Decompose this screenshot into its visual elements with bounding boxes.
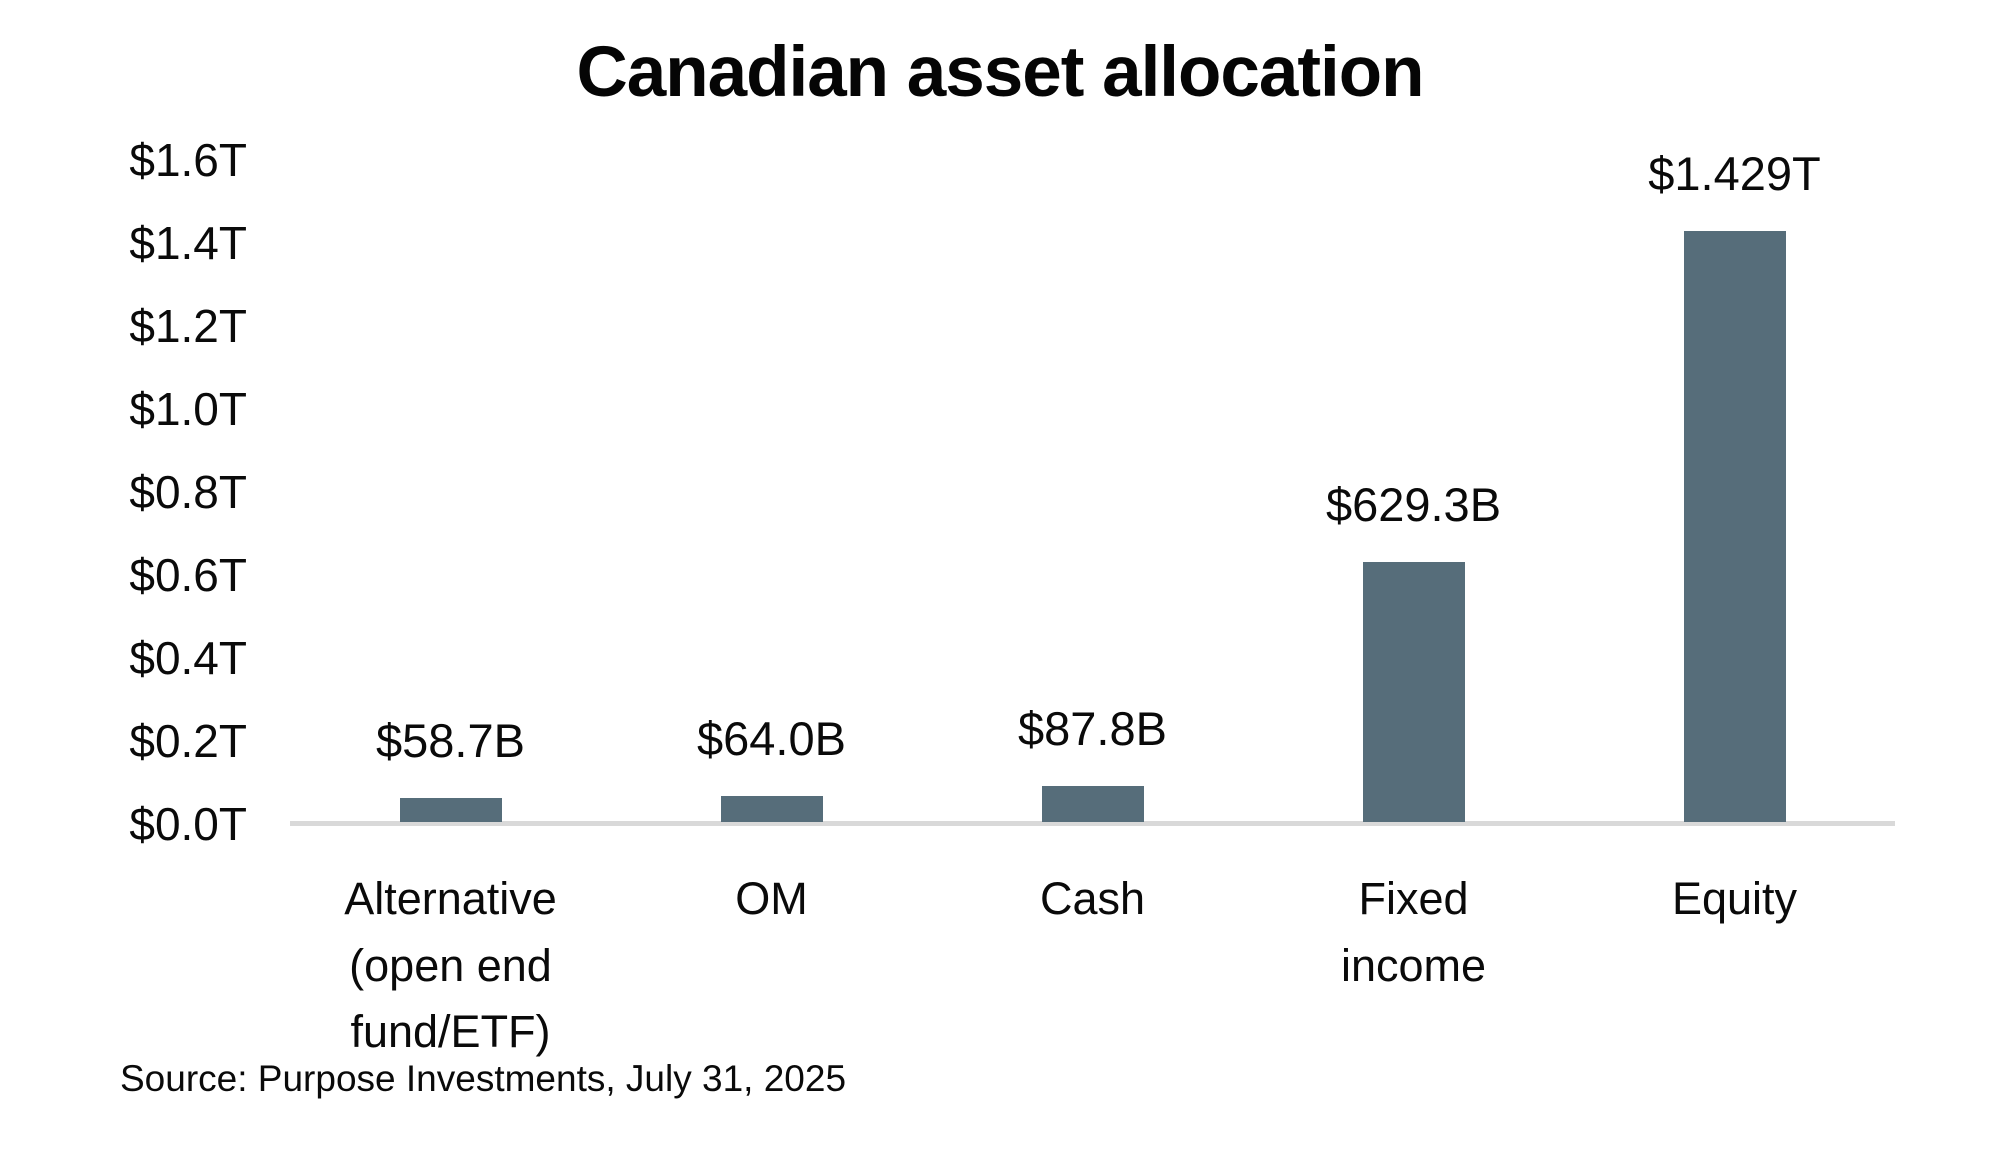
y-axis: $1.6T $1.4T $1.2T $1.0T $0.8T $0.6T $0.4T $0.2T… — [0, 0, 247, 1171]
y-tick-label: $0.8T — [129, 466, 247, 518]
bar-value-label: $64.0B — [697, 712, 846, 765]
x-category-label: Fixed income — [1253, 866, 1574, 999]
x-category-label: OM — [611, 866, 932, 933]
bar-value-label: $629.3B — [1325, 478, 1502, 531]
y-tick-label: $0.4T — [129, 632, 247, 684]
y-tick-label: $1.2T — [129, 300, 247, 352]
x-category-text: Cash — [1039, 873, 1146, 924]
y-tick-label: $1.0T — [129, 383, 247, 435]
x-category-label: Cash — [932, 866, 1253, 933]
chart-title: Canadian asset allocation — [576, 33, 1424, 112]
x-category-label: Equity — [1574, 866, 1895, 933]
y-tick-label: $0.2T — [129, 715, 247, 767]
source-note: Source: Purpose Investments, July 31, 20… — [120, 1058, 847, 1099]
y-tick-label: $0.6T — [129, 549, 247, 601]
bar-value-label: $1.429T — [1648, 147, 1821, 200]
y-tick-label: $0.0T — [129, 798, 247, 850]
x-axis-line — [290, 821, 1895, 826]
y-tick-label: $1.4T — [129, 217, 247, 269]
x-category-label: Alternative (open end fund/ETF) — [290, 866, 611, 1066]
bar — [720, 796, 823, 822]
x-category-text: Fixed income — [1340, 873, 1487, 991]
x-category-text: Equity — [1671, 873, 1798, 924]
y-tick-label: $1.6T — [129, 134, 247, 186]
bar-value-label: $87.8B — [1018, 702, 1167, 755]
bar — [399, 798, 502, 822]
x-category-text: OM — [735, 873, 808, 924]
bar — [1683, 231, 1786, 822]
bar-value-label: $58.7B — [376, 714, 525, 767]
bar — [1041, 786, 1144, 822]
bar — [1362, 562, 1465, 822]
x-category-text: Alternative (open end fund/ETF) — [344, 873, 557, 1058]
